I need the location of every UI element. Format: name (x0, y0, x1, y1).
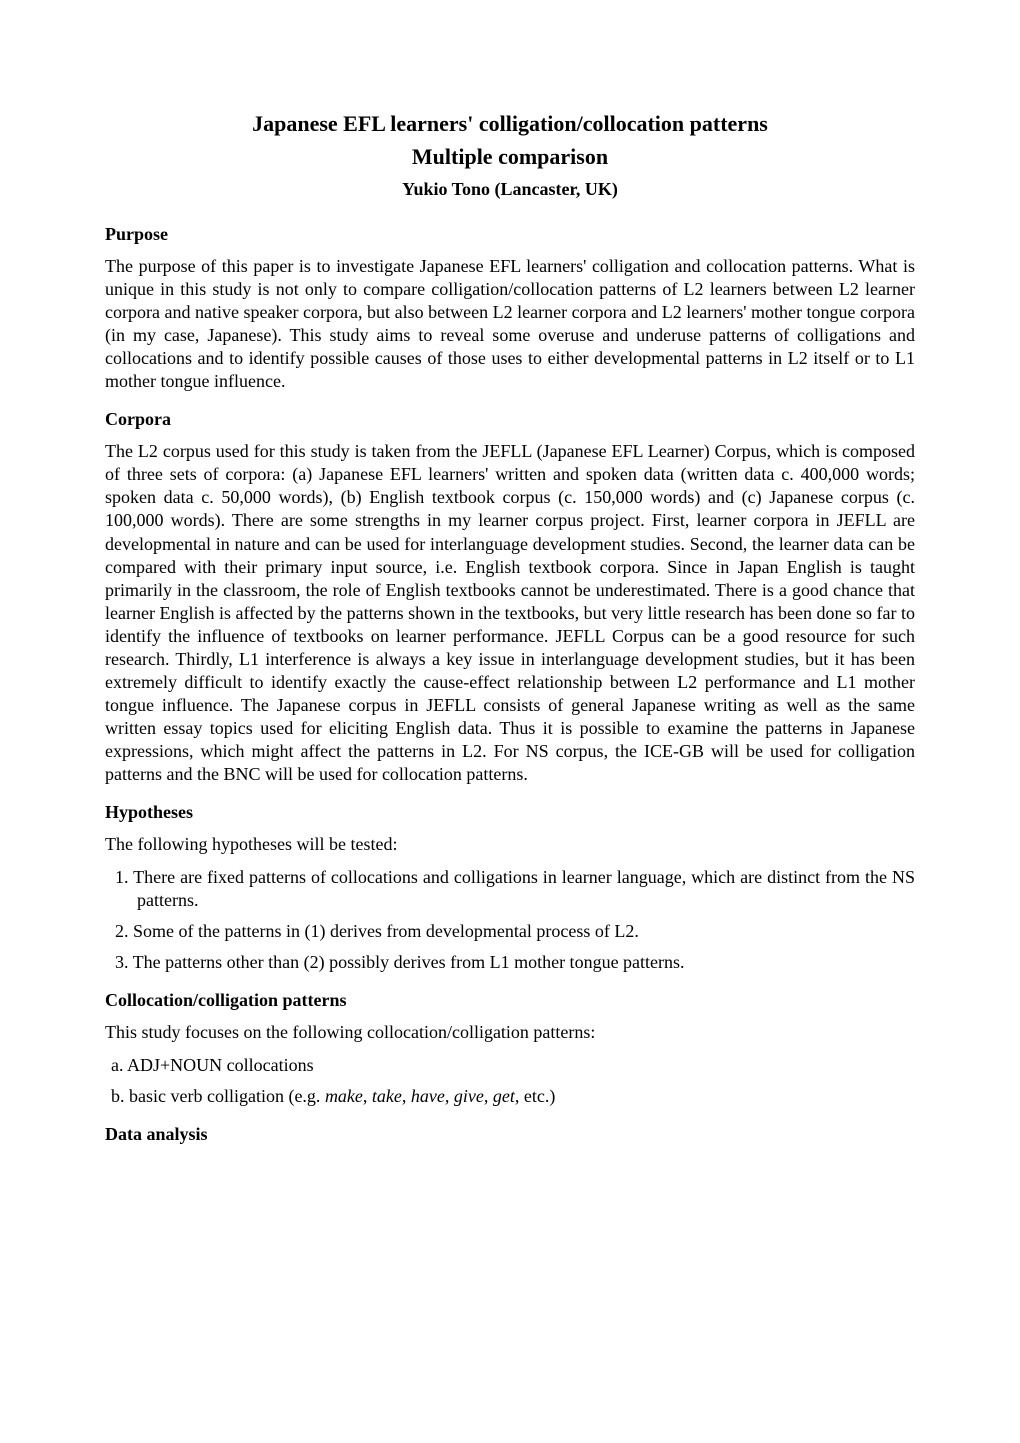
section-body-purpose: The purpose of this paper is to investig… (105, 255, 915, 393)
section-body-corpora: The L2 corpus used for this study is tak… (105, 440, 915, 785)
hypotheses-intro: The following hypotheses will be tested: (105, 833, 915, 856)
pattern-item-a: a. ADJ+NOUN collocations (105, 1054, 915, 1077)
paper-title-line2: Multiple comparison (105, 143, 915, 172)
section-heading-corpora: Corpora (105, 409, 915, 430)
hypothesis-item-2: 2. Some of the patterns in (1) derives f… (105, 920, 915, 943)
pattern-item-b: b. basic verb colligation (e.g. make, ta… (105, 1085, 915, 1108)
verb-give: give (454, 1086, 484, 1106)
section-heading-data-analysis: Data analysis (105, 1124, 915, 1145)
hypothesis-item-1: 1. There are fixed patterns of collocati… (105, 866, 915, 912)
section-heading-collocation-patterns: Collocation/colligation patterns (105, 990, 915, 1011)
hypothesis-item-3: 3. The patterns other than (2) possibly … (105, 951, 915, 974)
verb-get: get (493, 1086, 515, 1106)
paper-author: Yukio Tono (Lancaster, UK) (105, 179, 915, 200)
collocation-patterns-intro: This study focuses on the following coll… (105, 1021, 915, 1044)
section-heading-hypotheses: Hypotheses (105, 802, 915, 823)
verb-take: take (372, 1086, 402, 1106)
section-heading-purpose: Purpose (105, 224, 915, 245)
paper-title-line1: Japanese EFL learners' colligation/collo… (105, 110, 915, 139)
verb-have: have (411, 1086, 445, 1106)
pattern-item-b-prefix: b. basic verb colligation (e.g. (111, 1086, 325, 1106)
verb-make: make (325, 1086, 363, 1106)
pattern-item-b-suffix: , etc.) (515, 1086, 555, 1106)
